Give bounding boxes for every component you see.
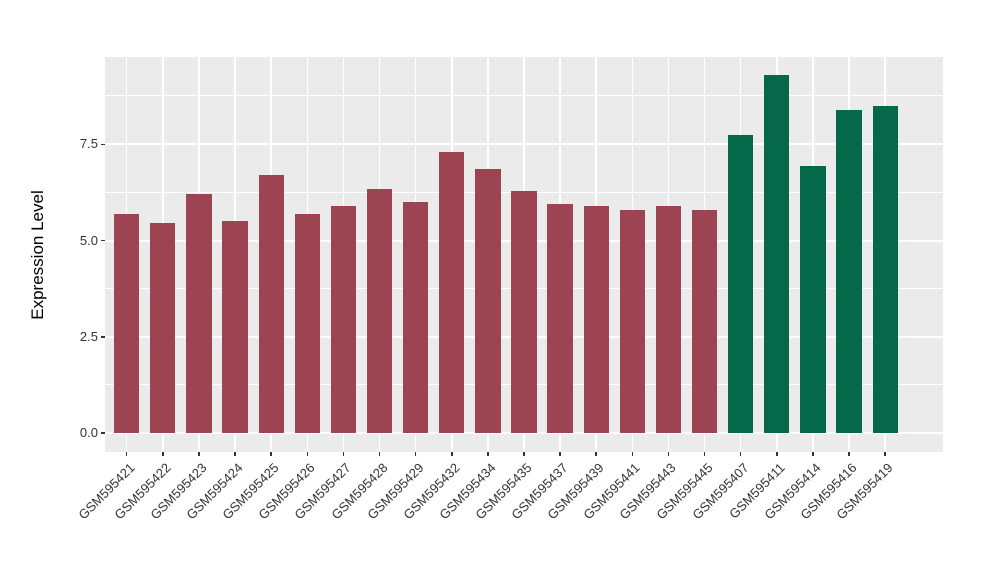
x-tick-mark [703,452,706,456]
bar-GSM595441 [619,209,645,434]
bar-GSM595424 [222,221,248,434]
x-axis-tick-labels: GSM595421 GSM595422 GSM595423 GSM595424 GSM5… [75,458,943,573]
bar-GSM595423 [186,194,212,434]
y-tick-mark [101,239,105,242]
bar-GSM595428 [366,188,393,434]
x-tick-mark [198,452,200,456]
y-tick-label: 7.5 [79,136,98,152]
bar-GSM595439 [583,206,609,434]
x-tick-mark [234,452,236,456]
x-tick-mark [125,452,128,456]
bar-GSM595427 [330,206,357,434]
x-tick-mark [487,452,489,456]
y-tick-mark [101,432,105,434]
x-tick-mark [451,452,453,456]
bar-GSM595414 [800,165,826,434]
bar-GSM595445 [691,209,718,434]
bar-GSM595443 [655,206,682,434]
bar-GSM595422 [150,223,176,434]
x-tick-mark [559,452,561,456]
x-tick-mark [378,452,381,456]
x-tick-mark [414,452,417,456]
y-axis-ticks [100,57,105,452]
x-tick-mark [631,452,634,456]
x-tick-mark [739,452,742,456]
plot-panel [105,57,943,452]
bar-GSM595426 [294,213,320,434]
x-tick-mark [306,452,309,456]
y-axis-tick-labels: 0.0 2.5 5.0 7.5 [0,57,98,452]
x-tick-mark [667,452,670,456]
bar-GSM595425 [258,175,284,434]
bar-GSM595407 [728,134,754,434]
bar-GSM595421 [114,213,140,434]
bar-GSM595432 [439,152,465,434]
bar-GSM595434 [475,169,501,434]
x-tick-mark [162,452,164,456]
x-tick-mark [776,452,778,456]
bar-GSM595429 [402,202,429,434]
bar-GSM595435 [511,190,537,434]
x-tick-mark [523,452,525,456]
y-tick-label: 5.0 [79,232,98,248]
x-tick-mark [270,452,272,456]
bar-GSM595416 [836,109,862,434]
x-tick-mark [595,452,597,456]
x-axis-ticks [105,452,943,456]
bar-GSM595437 [547,204,573,434]
y-tick-label: 2.5 [79,328,98,344]
y-tick-mark [101,143,105,146]
x-tick-mark [342,452,345,456]
x-tick-mark [884,452,886,456]
x-tick-mark [848,452,850,456]
x-tick-mark [812,452,814,456]
bar-GSM595419 [872,105,898,434]
y-tick-mark [101,336,105,338]
y-tick-label: 0.0 [79,425,98,441]
bar-GSM595411 [764,75,790,434]
